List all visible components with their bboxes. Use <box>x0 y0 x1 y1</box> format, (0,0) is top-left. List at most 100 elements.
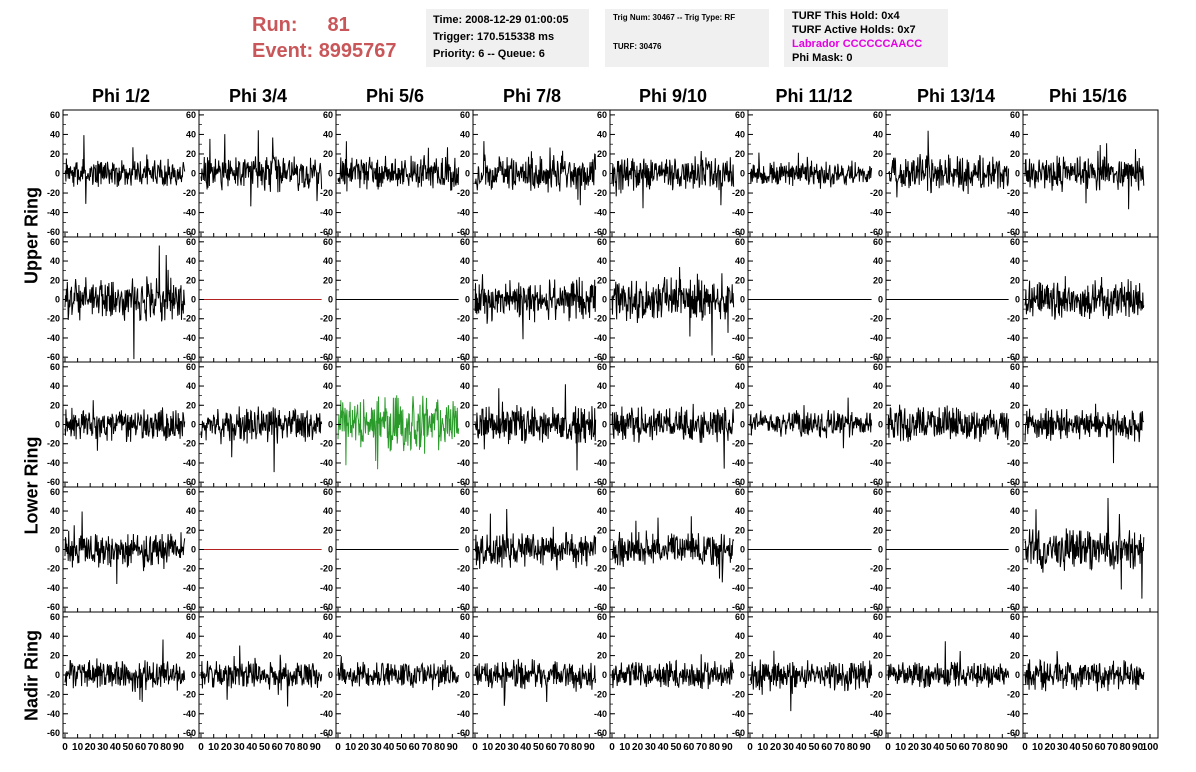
x-tick-label: 40 <box>796 742 808 753</box>
event-label: Event: <box>252 40 314 62</box>
column-header-phi-9-10: Phi 9/10 <box>638 86 708 106</box>
x-tick-label: 30 <box>234 742 246 753</box>
y-tick-label: -40 <box>1007 458 1020 468</box>
y-tick-label: -60 <box>594 477 607 487</box>
y-tick-label: -40 <box>594 333 607 343</box>
y-tick-label: -40 <box>732 333 745 343</box>
y-tick-label: 20 <box>50 149 60 159</box>
x-tick-label: 70 <box>1107 742 1119 753</box>
y-tick-label: 20 <box>597 525 607 535</box>
x-tick-label: 10 <box>895 742 907 753</box>
panel-r3-c1: -60 -40 -20 0 20 40 60 <box>183 486 337 613</box>
y-tick-label: 0 <box>465 295 470 305</box>
y-tick-label: 60 <box>1010 362 1020 372</box>
panel-r3-c5: -60 -40 -20 0 20 40 60 <box>732 486 887 613</box>
y-tick-label: 0 <box>55 420 60 430</box>
y-tick-label: 20 <box>323 525 333 535</box>
y-tick-label: 0 <box>328 545 333 555</box>
y-tick-label: -20 <box>320 188 333 198</box>
y-tick-label: -40 <box>870 458 883 468</box>
x-tick-label: 40 <box>383 742 395 753</box>
y-tick-label: -60 <box>1007 227 1020 237</box>
y-tick-label: 0 <box>191 169 196 179</box>
y-tick-label: 20 <box>186 149 196 159</box>
x-tick-label: 90 <box>1132 742 1144 753</box>
y-tick-label: -20 <box>1007 439 1020 449</box>
y-tick-label: -40 <box>320 333 333 343</box>
panel-r4-c7: -60 -40 -20 0 20 40 60 <box>1007 611 1159 739</box>
panel-r2-c1: -60 -40 -20 0 20 40 60 <box>183 361 337 488</box>
x-tick-label: 20 <box>1044 742 1056 753</box>
y-tick-label: 20 <box>460 525 470 535</box>
x-tick-label: 100 <box>1142 742 1159 753</box>
panel-r3-c4: -60 -40 -20 0 20 40 60 <box>594 486 749 613</box>
y-tick-label: -40 <box>47 208 60 218</box>
y-tick-label: -60 <box>870 602 883 612</box>
y-tick-label: 0 <box>878 670 883 680</box>
waveform-trace <box>64 639 186 702</box>
x-tick-label: 20 <box>221 742 233 753</box>
x-tick-label: 50 <box>259 742 271 753</box>
y-tick-label: 40 <box>735 381 745 391</box>
y-tick-label: 20 <box>597 275 607 285</box>
y-tick-label: -40 <box>320 709 333 719</box>
y-tick-label: 40 <box>323 129 333 139</box>
x-tick-label: 10 <box>619 742 631 753</box>
y-tick-label: 60 <box>1010 487 1020 497</box>
y-tick-label: -20 <box>870 439 883 449</box>
y-tick-label: 40 <box>323 506 333 516</box>
x-tick-label: 40 <box>658 742 670 753</box>
x-tick-label: 30 <box>97 742 109 753</box>
y-tick-label: 40 <box>186 631 196 641</box>
x-tick-label: 50 <box>808 742 820 753</box>
y-tick-label: 40 <box>1010 256 1020 266</box>
y-tick-label: -20 <box>320 564 333 574</box>
x-tick-label: 90 <box>584 742 596 753</box>
y-tick-label: 20 <box>323 651 333 661</box>
waveform-trace <box>64 400 186 451</box>
y-tick-label: 20 <box>460 400 470 410</box>
x-tick-label: 20 <box>632 742 644 753</box>
y-tick-label: 60 <box>186 487 196 497</box>
y-tick-label: 0 <box>878 295 883 305</box>
y-tick-label: -60 <box>183 352 196 362</box>
y-tick-label: -40 <box>457 583 470 593</box>
x-tick-label: 40 <box>933 742 945 753</box>
y-tick-label: -60 <box>732 227 745 237</box>
y-tick-label: 0 <box>55 545 60 555</box>
y-tick-label: -60 <box>457 728 470 738</box>
y-tick-label: 0 <box>191 295 196 305</box>
y-tick-label: 60 <box>186 237 196 247</box>
y-tick-label: 20 <box>873 525 883 535</box>
y-tick-label: 20 <box>1010 275 1020 285</box>
y-tick-label: -20 <box>870 188 883 198</box>
labrador-line: Labrador CCCCCCAACC <box>792 38 923 50</box>
y-tick-label: 60 <box>460 612 470 622</box>
y-tick-label: 20 <box>323 149 333 159</box>
panel-r2-c5: -60 -40 -20 0 20 40 60 <box>732 361 887 488</box>
y-tick-label: -20 <box>732 689 745 699</box>
y-tick-label: -60 <box>47 602 60 612</box>
y-tick-label: -40 <box>870 583 883 593</box>
x-tick-label: 10 <box>1032 742 1044 753</box>
panel-r0-c0: -60 -40 -20 0 20 40 60 <box>47 109 200 238</box>
y-tick-label: 0 <box>191 545 196 555</box>
y-tick-label: 60 <box>597 110 607 120</box>
y-tick-label: -40 <box>870 208 883 218</box>
column-header-phi-3-4: Phi 3/4 <box>228 86 288 106</box>
waveform-trace <box>337 141 460 192</box>
x-tick-label: 90 <box>447 742 459 753</box>
y-tick-label: 20 <box>50 525 60 535</box>
y-tick-label: -20 <box>457 689 470 699</box>
y-tick-label: 20 <box>50 400 60 410</box>
x-tick-label: 70 <box>148 742 160 753</box>
y-tick-label: -40 <box>457 709 470 719</box>
panel-r1-c5: -60 -40 -20 0 20 40 60 <box>732 236 887 363</box>
panel-r0-c7: -60 -40 -20 0 20 40 60 <box>1007 109 1159 238</box>
y-tick-label: -20 <box>594 564 607 574</box>
y-tick-label: 60 <box>186 110 196 120</box>
y-tick-label: 40 <box>323 631 333 641</box>
x-tick-label: 30 <box>371 742 383 753</box>
y-tick-label: 0 <box>191 420 196 430</box>
y-tick-label: 40 <box>460 506 470 516</box>
